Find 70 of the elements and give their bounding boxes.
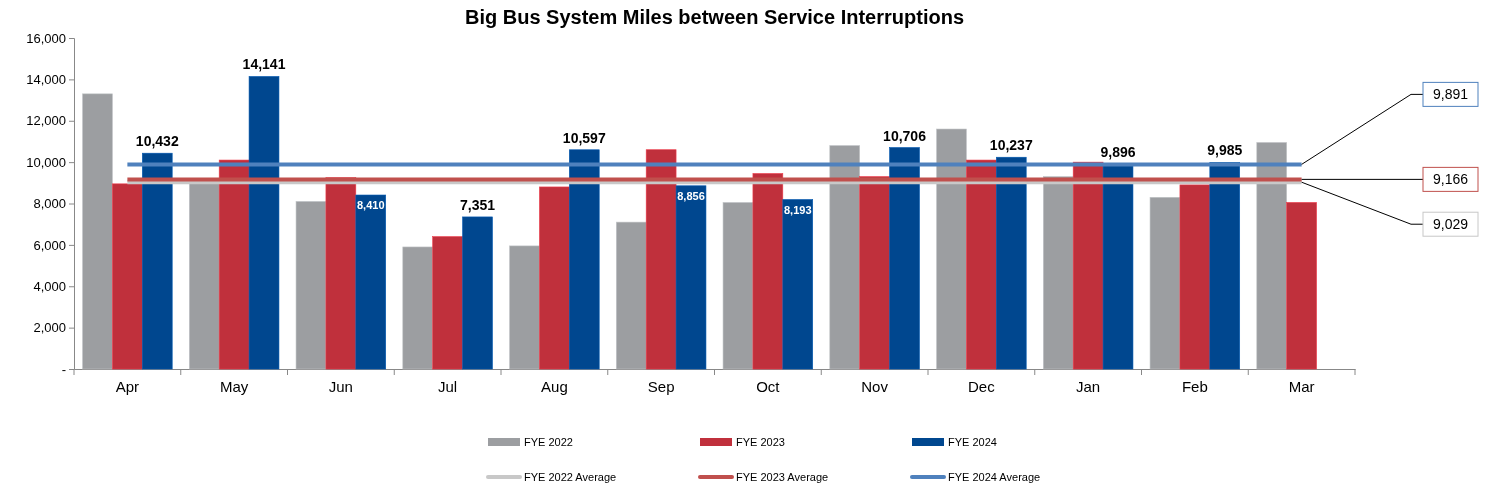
data-label: 10,597 — [562, 129, 606, 146]
bar — [569, 149, 600, 370]
x-tick-label: Jan — [1076, 377, 1101, 395]
x-tick-label: Dec — [968, 377, 996, 395]
data-label: 9,896 — [1100, 144, 1136, 161]
y-tick-label: 14,000 — [26, 72, 66, 88]
legend-label: FYE 2024 Average — [948, 471, 1041, 483]
x-tick-label: Nov — [861, 377, 889, 395]
bar — [295, 201, 327, 370]
x-tick-label: Apr — [115, 377, 140, 395]
x-tick-label: Sep — [647, 377, 675, 395]
data-label: 8,193 — [784, 203, 812, 216]
x-tick-label: Mar — [1288, 377, 1315, 395]
y-tick-label: 16,000 — [26, 30, 66, 46]
bar — [996, 156, 1027, 370]
data-label: 10,432 — [135, 133, 179, 150]
bar — [1286, 202, 1317, 370]
x-tick-label: May — [219, 377, 249, 395]
chart-title: Big Bus System Miles between Service Interruptions — [464, 6, 965, 28]
y-tick-label: 10,000 — [26, 154, 66, 170]
bar — [889, 147, 920, 370]
x-tick-label: Jun — [328, 377, 353, 395]
data-label: 10,237 — [989, 137, 1033, 154]
data-label: 9,891 — [1432, 86, 1469, 103]
bar — [539, 186, 570, 370]
bar — [1072, 161, 1104, 370]
data-label: 7,351 — [459, 196, 496, 213]
bar — [645, 149, 677, 370]
bar — [218, 159, 250, 370]
y-tick-label: 2,000 — [33, 320, 66, 336]
bar — [432, 236, 463, 370]
y-tick-label: 6,000 — [33, 237, 66, 253]
bar — [675, 185, 707, 370]
bar — [462, 216, 493, 370]
bar — [82, 93, 113, 370]
y-tick-label: 4,000 — [33, 278, 66, 294]
data-label: 14,141 — [242, 56, 286, 73]
data-label: 9,985 — [1207, 142, 1243, 159]
bar — [355, 194, 387, 370]
bar — [752, 173, 784, 370]
data-label: 10,706 — [883, 127, 927, 144]
bar — [402, 246, 433, 370]
legend-label: FYE 2022 Average — [524, 471, 617, 483]
bar — [859, 176, 890, 370]
x-tick-label: Aug — [541, 377, 568, 395]
bar — [615, 221, 647, 370]
x-tick-label: Oct — [756, 377, 781, 395]
y-tick-label: 8,000 — [33, 196, 66, 212]
legend-label: FYE 2024 — [948, 436, 997, 448]
data-label: 8,856 — [677, 189, 705, 202]
data-label: 9,029 — [1432, 216, 1469, 233]
bar — [509, 245, 540, 370]
legend-label: FYE 2022 — [524, 436, 573, 448]
legend-label: FYE 2023 — [736, 436, 785, 448]
legend-label: FYE 2023 Average — [736, 471, 829, 483]
bar — [1179, 184, 1211, 370]
bar — [966, 159, 997, 370]
y-tick-label: - — [61, 361, 66, 377]
bar — [782, 199, 814, 370]
data-label: 9,166 — [1432, 171, 1469, 188]
bar — [1149, 196, 1181, 370]
x-tick-label: Jul — [438, 377, 458, 395]
x-tick-label: Feb — [1181, 377, 1208, 395]
bar — [142, 152, 173, 370]
y-tick-label: 12,000 — [26, 113, 66, 129]
bar — [1102, 163, 1134, 370]
bar — [248, 76, 280, 370]
bar — [722, 202, 754, 370]
bar — [112, 183, 143, 370]
data-label: 8,410 — [357, 199, 385, 212]
